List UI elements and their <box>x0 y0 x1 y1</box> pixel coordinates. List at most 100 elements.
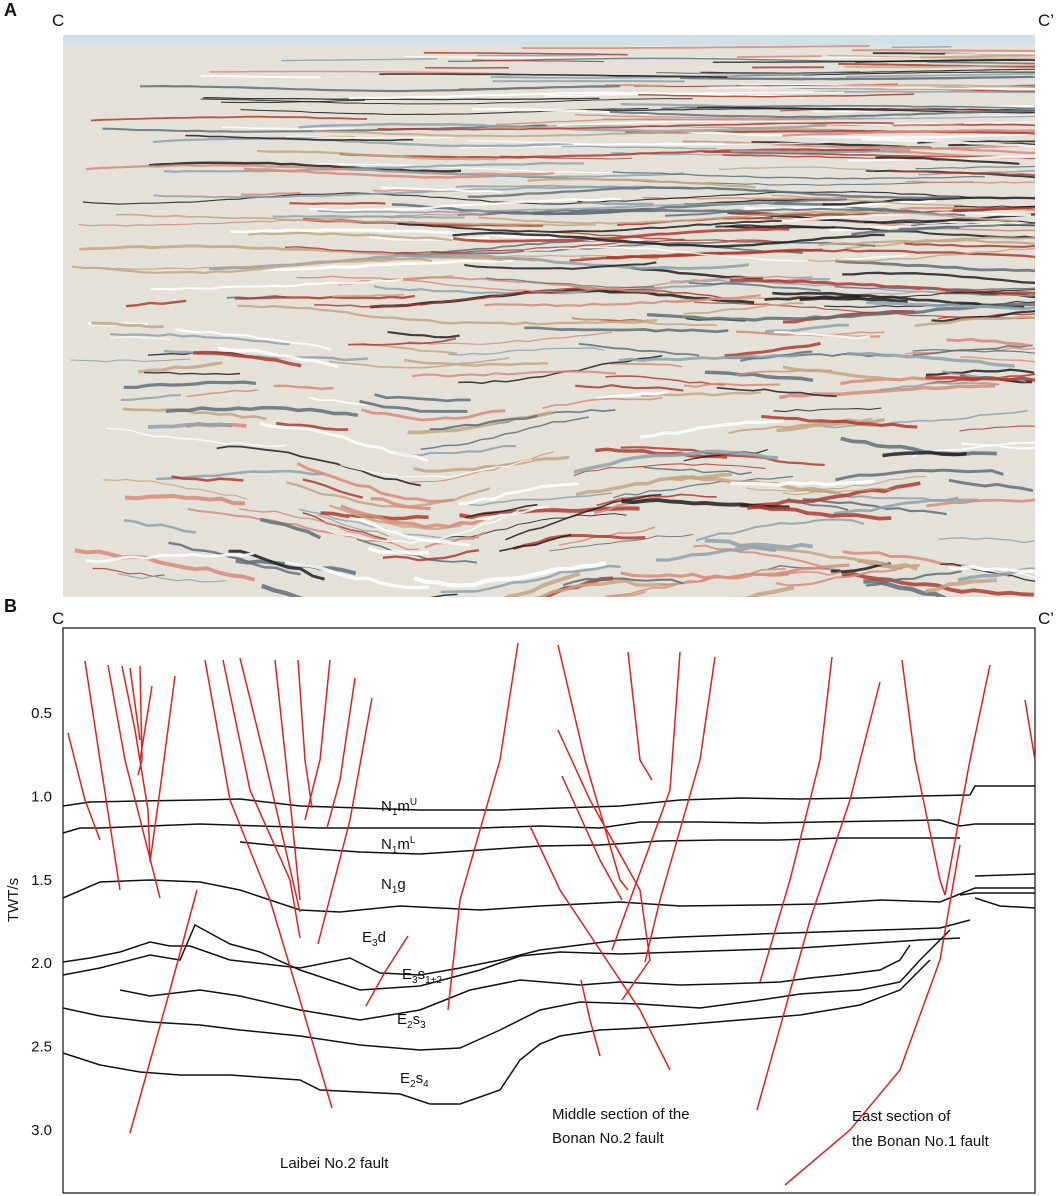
seismic-reflector <box>120 394 181 402</box>
section-end: C’ <box>1038 11 1054 30</box>
seismic-reflector <box>835 468 1004 482</box>
seismic-reflector <box>730 479 875 487</box>
seismic-reflector <box>693 544 826 569</box>
horizon <box>62 879 1035 913</box>
seismic-reflector <box>109 333 291 346</box>
seismic-reflector <box>85 163 555 176</box>
seismic-reflector <box>368 546 429 556</box>
seismic-reflector <box>747 504 892 521</box>
seismic-reflector <box>123 518 197 534</box>
seismic-reflector <box>340 504 486 529</box>
seismic-reflector <box>281 58 438 62</box>
seismic-reflector <box>193 350 302 368</box>
fault <box>149 675 176 863</box>
seismic-reflector <box>917 140 1035 144</box>
seismic-reflector <box>802 498 947 516</box>
seismic-reflector <box>314 287 723 308</box>
seismic-reflector <box>823 409 1028 429</box>
seismic-reflector <box>610 362 683 368</box>
seismic-reflector <box>581 201 654 206</box>
seismic-reflector <box>747 132 1035 139</box>
seismic-reflector <box>186 389 259 398</box>
fault-label: Laibei No.2 fault <box>280 1155 389 1172</box>
seismic-reflector <box>846 289 1035 301</box>
seismic-reflector <box>813 90 1035 94</box>
fault <box>759 656 833 983</box>
seismic-reflector <box>452 232 885 248</box>
seismic-reflector <box>834 498 979 515</box>
y-axis-label: TWT/s <box>5 878 22 922</box>
seismic-reflector <box>841 572 1034 597</box>
seismic-reflector <box>838 62 1035 68</box>
seismic-reflector <box>660 570 842 586</box>
unit-label: N1mU <box>381 797 417 818</box>
seismic-reflector <box>259 422 429 463</box>
seismic-reflector <box>866 301 1035 311</box>
seismic-reflector <box>730 149 911 154</box>
seismic-reflector <box>851 49 1035 52</box>
section-end: C <box>52 609 64 628</box>
seismic-reflector <box>925 368 1035 376</box>
seismic-reflector <box>259 517 322 540</box>
seismic-reflector <box>78 213 487 227</box>
fault <box>529 825 671 1071</box>
seismic-reflector <box>420 416 589 451</box>
seismic-reflector <box>860 145 1035 155</box>
seismic-reflector <box>397 219 782 234</box>
seismic-reflector <box>891 46 952 49</box>
seismic-reflector <box>175 328 332 351</box>
seismic-reflector <box>944 52 1035 56</box>
seismic-reflector <box>775 564 920 587</box>
fault <box>67 732 101 841</box>
seismic-reflector <box>71 257 433 275</box>
seismic-reflector <box>773 407 882 413</box>
seismic-reflector <box>91 321 164 329</box>
seismic-reflector <box>356 538 478 564</box>
seismic-reflector <box>148 161 462 173</box>
seismic-reflector <box>163 162 584 173</box>
fault <box>901 659 946 896</box>
seismic-reflector <box>959 425 1035 432</box>
seismic-reflector <box>765 323 850 333</box>
seismic-section <box>63 35 1035 660</box>
seismic-reflector <box>243 167 496 179</box>
seismic-reflector <box>679 76 1035 81</box>
seismic-reflector <box>862 138 1035 148</box>
seismic-reflector <box>381 186 502 194</box>
seismic-reflector <box>65 600 185 606</box>
seismic-reflector <box>138 361 223 374</box>
seismic-reflector <box>471 59 604 63</box>
seismic-reflector <box>403 358 548 367</box>
seismic-reflector <box>912 348 1035 354</box>
seismic-reflector <box>468 492 613 507</box>
seismic-reflector <box>387 330 460 339</box>
seismic-reflector <box>578 343 700 357</box>
seismic-reflector <box>476 505 549 521</box>
seismic-reflector <box>392 642 512 660</box>
section-end: C <box>52 11 64 30</box>
seismic-reflector <box>540 576 614 597</box>
fault <box>580 979 601 1057</box>
seismic-reflector <box>276 421 349 431</box>
seismic-reflector <box>296 275 813 293</box>
fault-label: East section of <box>852 1108 951 1125</box>
seismic-reflector <box>505 493 662 541</box>
fault <box>204 659 333 1109</box>
seismic-reflector <box>879 381 1000 391</box>
seismic-reflector <box>512 534 646 550</box>
panel-label: B <box>4 596 17 616</box>
seismic-reflector <box>787 498 849 511</box>
seismic-reflector <box>640 391 762 397</box>
fault <box>784 844 961 1186</box>
seismic-reflector <box>573 463 766 477</box>
seismic-reflector <box>586 107 1035 112</box>
unit-label: E2s4 <box>400 1070 429 1090</box>
seismic-reflector <box>943 607 1015 613</box>
seismic-reflector <box>596 390 669 400</box>
seismic-reflector <box>165 406 359 418</box>
seismic-reflector <box>771 194 964 207</box>
seismic-reflector <box>957 567 1035 582</box>
seismic-reflector <box>228 549 325 581</box>
seismic-reflector <box>285 481 491 509</box>
seismic-reflector <box>604 84 665 87</box>
